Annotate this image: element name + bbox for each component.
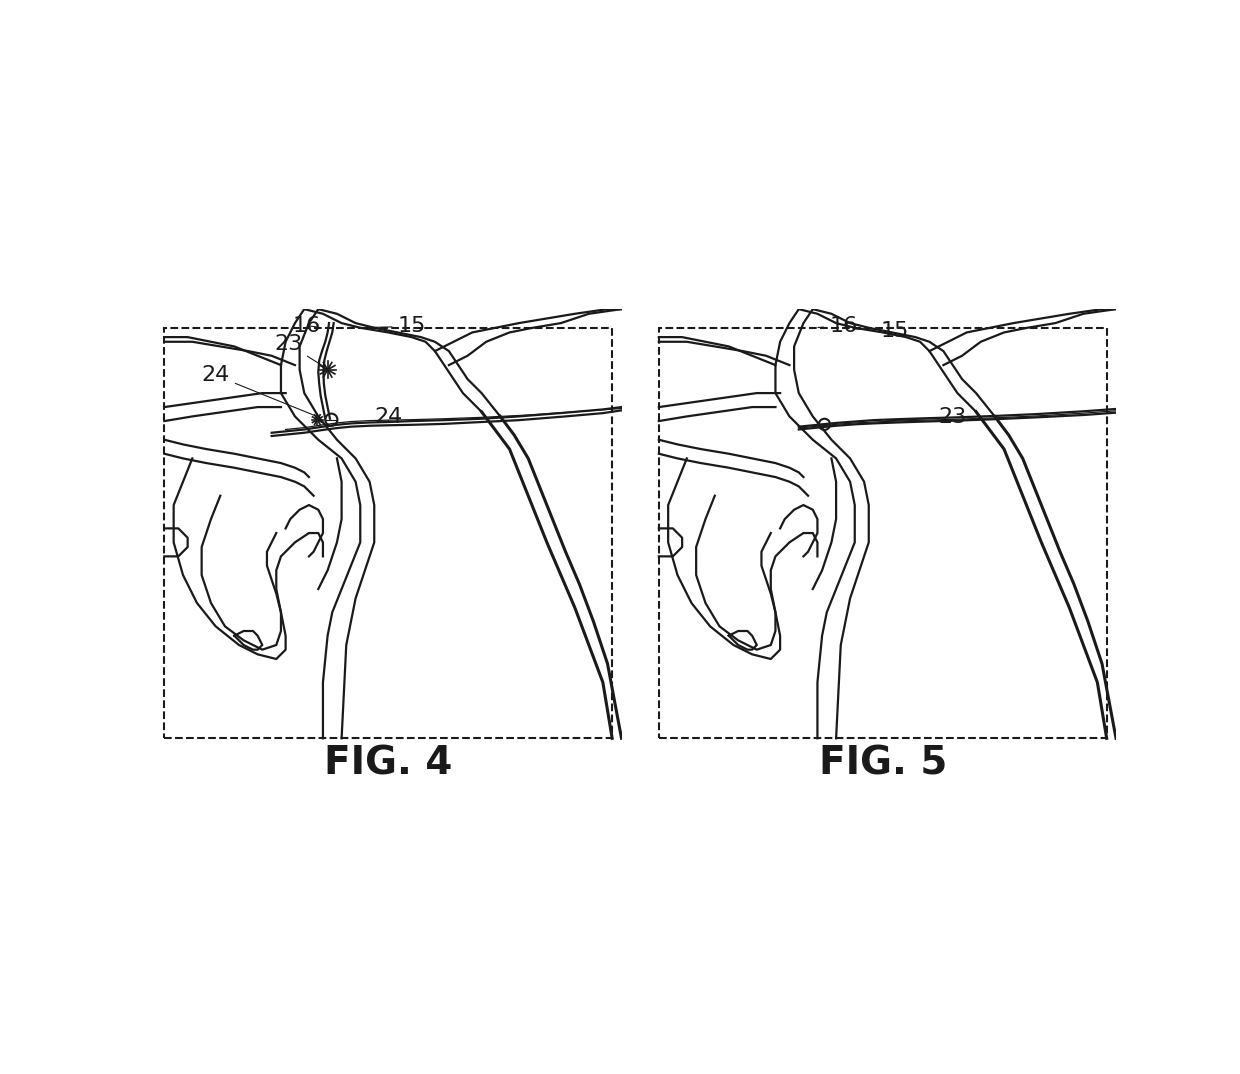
Text: FIG. 4: FIG. 4 — [324, 745, 453, 783]
Text: 23: 23 — [274, 334, 322, 366]
Text: 15: 15 — [358, 317, 427, 336]
Text: 15: 15 — [853, 321, 909, 342]
Text: 24: 24 — [202, 365, 316, 417]
Text: 24: 24 — [374, 407, 403, 427]
Text: 16: 16 — [293, 316, 321, 335]
Text: FIG. 5: FIG. 5 — [818, 745, 947, 783]
Text: 23: 23 — [885, 407, 967, 427]
Text: 16: 16 — [818, 316, 857, 335]
